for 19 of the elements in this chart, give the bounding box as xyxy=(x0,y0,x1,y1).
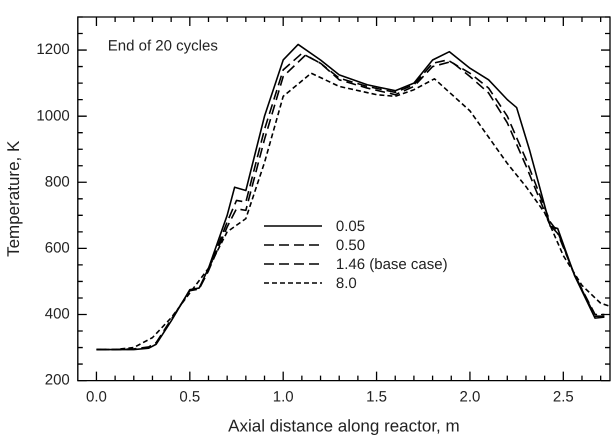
legend-label: 0.50 xyxy=(336,236,366,254)
annotation: End of 20 cycles xyxy=(108,38,218,55)
y-tick-label: 800 xyxy=(44,173,70,190)
y-tick-label: 1000 xyxy=(36,107,70,124)
y-tick-label: 400 xyxy=(44,306,70,323)
x-tick-label: 1.0 xyxy=(272,388,294,406)
x-axis-title: Axial distance along reactor, m xyxy=(228,416,460,436)
x-tick-label: 1.5 xyxy=(366,388,387,406)
y-axis-title: Temperature, K xyxy=(4,140,23,257)
legend-label: 0.05 xyxy=(336,218,366,235)
legend-label: 8.0 xyxy=(336,274,357,292)
x-tick-label: 2.0 xyxy=(460,388,480,406)
legend-label: 1.46 (base case) xyxy=(336,256,448,273)
x-tick-label: 0.0 xyxy=(86,388,107,406)
y-tick-label: 1200 xyxy=(36,41,70,58)
x-tick-label: 0.5 xyxy=(179,388,200,406)
y-tick-label: 600 xyxy=(44,240,70,257)
x-tick-label: 2.5 xyxy=(552,388,574,406)
y-tick-label: 200 xyxy=(44,372,70,389)
